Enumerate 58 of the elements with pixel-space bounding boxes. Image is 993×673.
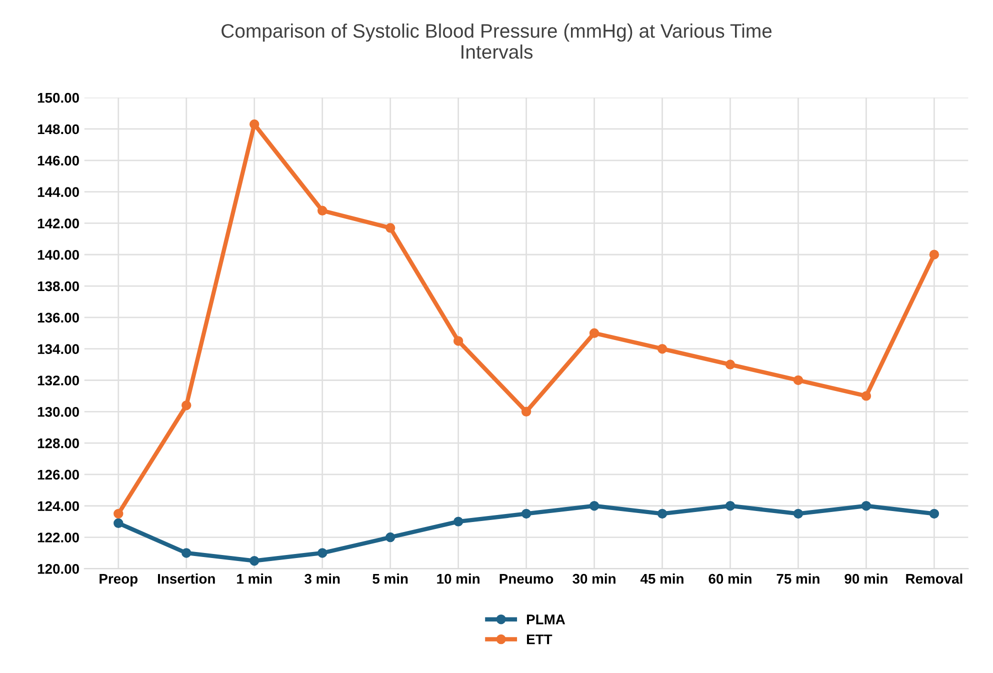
y-tick-label: 122.00 [38, 532, 79, 542]
point [725, 360, 736, 370]
point [521, 508, 532, 519]
y-tick-label: 150.00 [38, 92, 79, 103]
legend-label: ETT [526, 634, 552, 644]
legend-label: PLMA [526, 614, 566, 624]
x-tick-label: 60 min [708, 574, 752, 584]
point [725, 501, 736, 511]
point [861, 501, 872, 511]
y-tick-label: 124.00 [38, 501, 79, 512]
point [250, 119, 260, 130]
y-tick-label: 140.00 [38, 250, 79, 260]
point [793, 375, 804, 386]
y-tick-label: 136.00 [38, 312, 79, 323]
y-tick-label: 126.00 [38, 470, 79, 480]
x-tick-label: 45 min [640, 574, 684, 584]
y-tick-label: 130.00 [38, 406, 79, 417]
y-tick-label: 134.00 [38, 344, 79, 354]
x-tick-label: Insertion [158, 574, 215, 584]
x-tick-label: Pneumo [500, 574, 554, 584]
point [317, 548, 328, 558]
point [657, 344, 668, 354]
y-tick-label: 128.00 [38, 438, 79, 448]
y-tick-label: 120.00 [38, 564, 79, 574]
point [657, 508, 668, 519]
point [182, 400, 192, 410]
x-tick-label: 5 min [372, 574, 408, 584]
x-tick-label: Preop [100, 574, 138, 586]
y-tick-label: 146.00 [38, 156, 79, 166]
x-tick-label: 1 min [237, 574, 272, 584]
y-tick-label: 138.00 [38, 281, 79, 292]
y-tick-label: 132.00 [38, 376, 79, 386]
point [521, 406, 532, 417]
point [385, 532, 396, 542]
point [589, 501, 600, 511]
chart-title: Comparison of Systolic Blood Pressure (mmHg) at Various Time Intervals [222, 24, 772, 59]
point [114, 518, 124, 528]
point [589, 328, 600, 338]
point [182, 548, 192, 558]
x-tick-label: 75 min [776, 574, 820, 584]
x-tick-label: 10 min [437, 574, 480, 584]
point [114, 508, 124, 519]
point [317, 206, 328, 216]
point [250, 556, 260, 566]
x-tick-label: 90 min [844, 574, 888, 584]
point [861, 391, 872, 401]
x-tick-label: Removal [906, 574, 962, 584]
x-tick-label: 3 min [304, 574, 340, 584]
point [453, 336, 464, 346]
point [793, 508, 804, 519]
y-tick-label: 142.00 [38, 218, 79, 228]
point [929, 508, 940, 519]
y-tick-label: 148.00 [38, 124, 79, 134]
y-tick-label: 144.00 [38, 187, 79, 197]
point [453, 516, 464, 526]
point [385, 223, 396, 233]
point [929, 250, 940, 260]
x-tick-label: 30 min [572, 574, 616, 584]
